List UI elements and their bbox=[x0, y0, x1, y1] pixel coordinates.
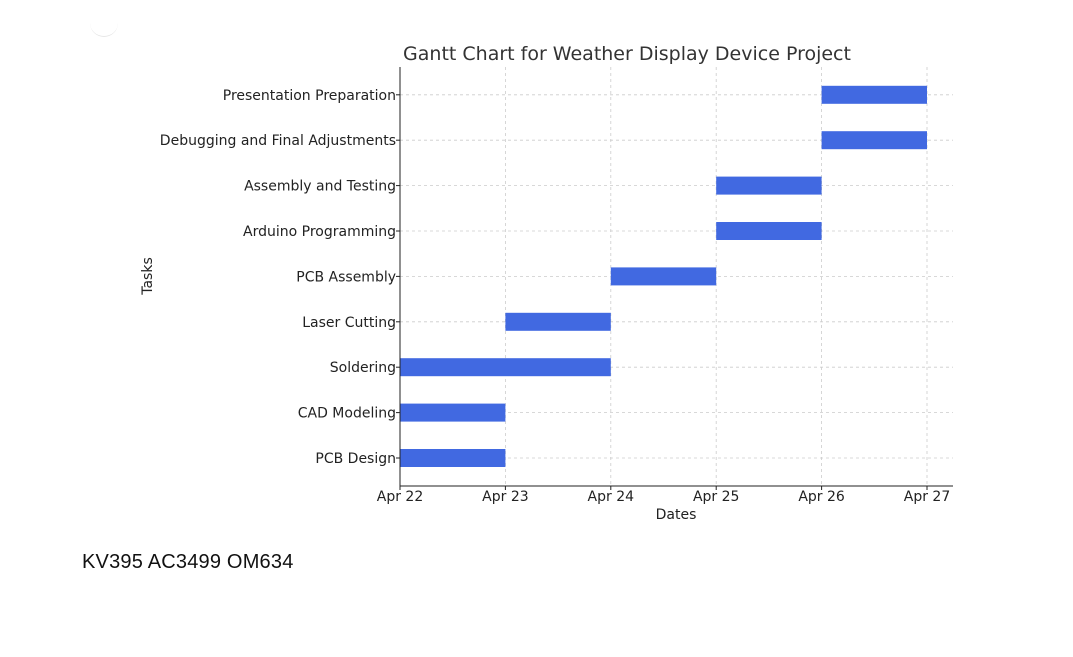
y-tick-labels: PCB Design CAD Modeling Soldering Laser Cut… bbox=[160, 88, 396, 467]
y-tick-label: CAD Modeling bbox=[298, 406, 396, 422]
task-bars bbox=[400, 85, 927, 467]
task-bar bbox=[716, 176, 822, 195]
task-bar bbox=[505, 312, 611, 331]
axes bbox=[396, 67, 953, 490]
y-tick-label: PCB Design bbox=[315, 451, 396, 467]
task-bar bbox=[400, 403, 506, 422]
y-tick-label: Soldering bbox=[330, 360, 396, 376]
x-tick-label: Apr 25 bbox=[693, 489, 739, 505]
y-tick-label: Debugging and Final Adjustments bbox=[160, 133, 396, 149]
y-tick-label: Presentation Preparation bbox=[223, 88, 396, 104]
caption-text: KV395 AC3499 OM634 bbox=[82, 551, 294, 573]
y-tick-label: Laser Cutting bbox=[302, 315, 396, 331]
x-axis-label: Dates bbox=[656, 507, 697, 523]
y-tick-label: PCB Assembly bbox=[296, 269, 396, 285]
decorative-arc bbox=[90, 20, 118, 37]
task-bar bbox=[716, 222, 822, 240]
task-bar bbox=[821, 85, 927, 104]
x-tick-label: Apr 26 bbox=[798, 489, 845, 505]
task-bar bbox=[400, 358, 611, 377]
x-tick-labels: Apr 22 Apr 23 Apr 24 Apr 25 Apr 26 Apr 27 bbox=[377, 489, 950, 505]
y-axis-label: Tasks bbox=[140, 257, 156, 296]
task-bar bbox=[400, 449, 506, 467]
x-tick-label: Apr 23 bbox=[482, 489, 528, 505]
x-tick-label: Apr 27 bbox=[904, 489, 950, 505]
task-bar bbox=[821, 131, 927, 150]
y-tick-label: Assembly and Testing bbox=[244, 179, 396, 195]
y-tick-label: Arduino Programming bbox=[243, 224, 396, 240]
task-bar bbox=[610, 267, 717, 286]
x-tick-label: Apr 22 bbox=[377, 489, 423, 505]
x-tick-label: Apr 24 bbox=[588, 489, 635, 505]
chart-title: Gantt Chart for Weather Display Device P… bbox=[403, 43, 851, 65]
